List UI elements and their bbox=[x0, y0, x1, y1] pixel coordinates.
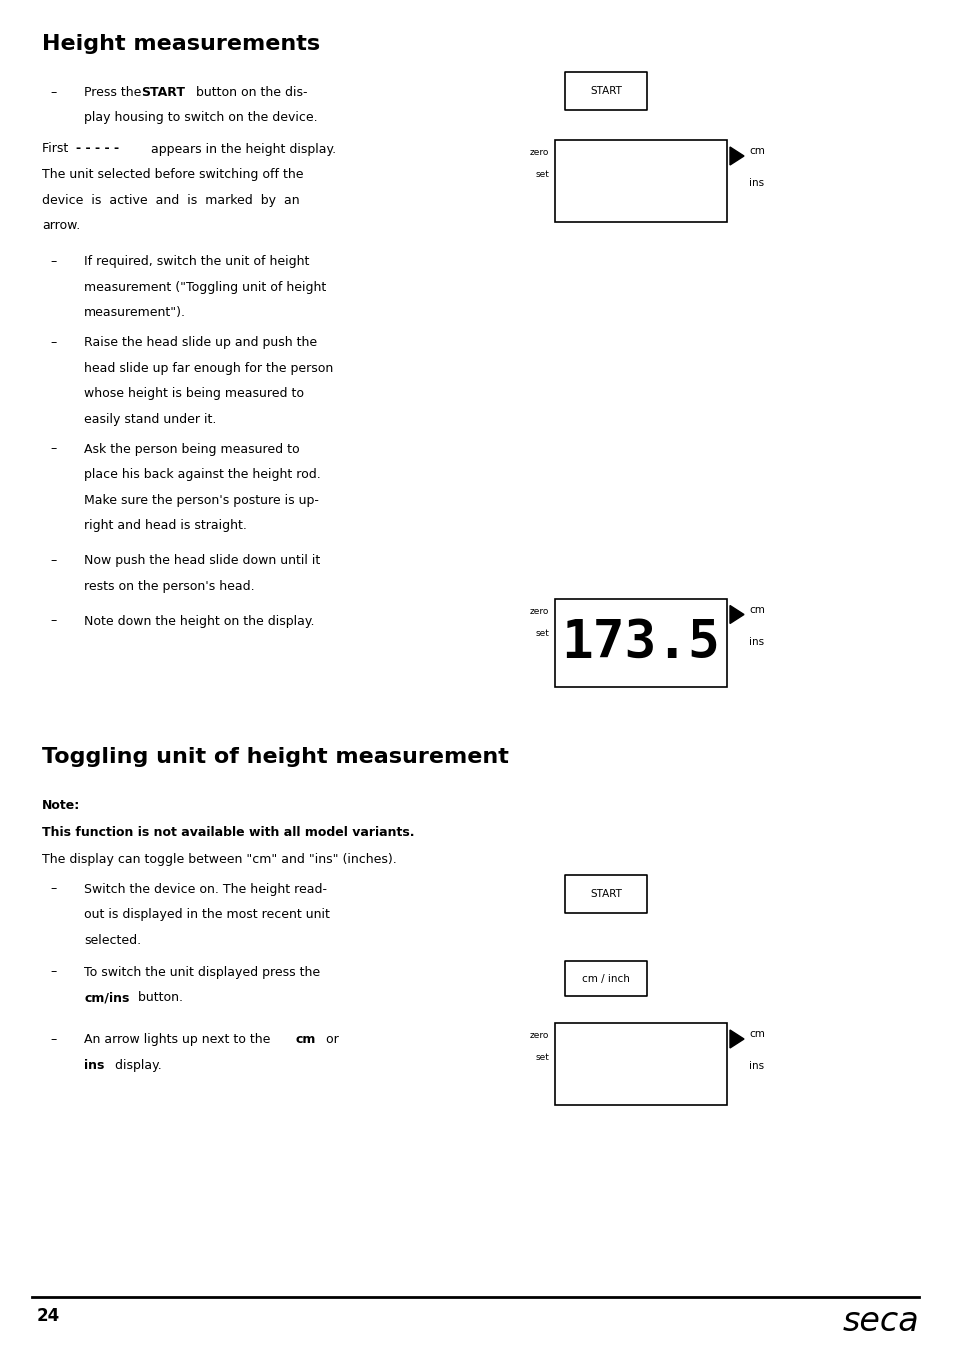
Text: The unit selected before switching off the: The unit selected before switching off t… bbox=[42, 168, 303, 181]
Text: This function is not available with all model variants.: This function is not available with all … bbox=[42, 826, 414, 838]
Polygon shape bbox=[729, 606, 743, 623]
Bar bbox=[564, 875, 646, 913]
Text: rests on the person's head.: rests on the person's head. bbox=[84, 580, 254, 592]
Bar bbox=[555, 141, 726, 222]
Text: - - - - -: - - - - - bbox=[76, 142, 119, 155]
Text: zero: zero bbox=[529, 1032, 548, 1040]
Text: –: – bbox=[50, 1033, 56, 1046]
Text: set: set bbox=[535, 629, 548, 638]
Text: Make sure the person's posture is up-: Make sure the person's posture is up- bbox=[84, 493, 318, 507]
Text: button.: button. bbox=[133, 991, 183, 1005]
Text: –: – bbox=[50, 615, 56, 627]
Text: Press the: Press the bbox=[84, 87, 145, 99]
Text: Height measurements: Height measurements bbox=[42, 34, 320, 54]
Text: button on the dis-: button on the dis- bbox=[192, 87, 307, 99]
Text: easily stand under it.: easily stand under it. bbox=[84, 412, 216, 426]
Text: Note down the height on the display.: Note down the height on the display. bbox=[84, 615, 314, 627]
Text: seca: seca bbox=[841, 1305, 918, 1338]
Text: measurement ("Toggling unit of height: measurement ("Toggling unit of height bbox=[84, 280, 326, 293]
Text: ins: ins bbox=[748, 1061, 763, 1071]
Text: whose height is being measured to: whose height is being measured to bbox=[84, 387, 304, 400]
Text: ins: ins bbox=[748, 178, 763, 188]
Bar bbox=[564, 72, 646, 110]
Text: First: First bbox=[42, 142, 72, 155]
Text: cm: cm bbox=[295, 1033, 316, 1046]
Polygon shape bbox=[729, 147, 743, 165]
Text: zero: zero bbox=[529, 607, 548, 615]
Text: –: – bbox=[50, 883, 56, 895]
Text: START: START bbox=[141, 87, 185, 99]
Text: right and head is straight.: right and head is straight. bbox=[84, 519, 247, 531]
Text: –: – bbox=[50, 87, 56, 99]
Text: cm: cm bbox=[748, 146, 764, 155]
Text: Note:: Note: bbox=[42, 799, 80, 811]
Text: Switch the device on. The height read-: Switch the device on. The height read- bbox=[84, 883, 327, 895]
Text: set: set bbox=[535, 1053, 548, 1063]
Text: Toggling unit of height measurement: Toggling unit of height measurement bbox=[42, 746, 508, 767]
Text: An arrow lights up next to the: An arrow lights up next to the bbox=[84, 1033, 274, 1046]
Text: START: START bbox=[590, 890, 621, 899]
Text: cm / inch: cm / inch bbox=[581, 973, 629, 983]
Text: 24: 24 bbox=[37, 1307, 60, 1325]
Text: selected.: selected. bbox=[84, 933, 141, 946]
Text: appears in the height display.: appears in the height display. bbox=[147, 142, 335, 155]
Text: measurement").: measurement"). bbox=[84, 306, 186, 319]
Text: –: – bbox=[50, 965, 56, 979]
Text: display.: display. bbox=[111, 1059, 161, 1072]
Text: –: – bbox=[50, 442, 56, 456]
Polygon shape bbox=[729, 1030, 743, 1048]
Text: out is displayed in the most recent unit: out is displayed in the most recent unit bbox=[84, 909, 330, 921]
Text: ins: ins bbox=[748, 637, 763, 646]
Text: device  is  active  and  is  marked  by  an: device is active and is marked by an bbox=[42, 193, 299, 207]
Text: place his back against the height rod.: place his back against the height rod. bbox=[84, 468, 320, 481]
Text: –: – bbox=[50, 554, 56, 566]
Text: If required, switch the unit of height: If required, switch the unit of height bbox=[84, 256, 309, 268]
Text: cm/ins: cm/ins bbox=[84, 991, 130, 1005]
Text: –: – bbox=[50, 256, 56, 268]
Text: zero: zero bbox=[529, 147, 548, 157]
Text: head slide up far enough for the person: head slide up far enough for the person bbox=[84, 361, 333, 375]
Text: Raise the head slide up and push the: Raise the head slide up and push the bbox=[84, 337, 316, 349]
Text: arrow.: arrow. bbox=[42, 219, 80, 233]
Bar bbox=[564, 961, 646, 996]
Text: cm: cm bbox=[748, 1029, 764, 1038]
Bar bbox=[555, 599, 726, 687]
Text: Now push the head slide down until it: Now push the head slide down until it bbox=[84, 554, 320, 566]
Bar bbox=[555, 1023, 726, 1105]
Text: Ask the person being measured to: Ask the person being measured to bbox=[84, 442, 299, 456]
Text: –: – bbox=[50, 337, 56, 349]
Text: To switch the unit displayed press the: To switch the unit displayed press the bbox=[84, 965, 320, 979]
Text: set: set bbox=[535, 170, 548, 178]
Text: or: or bbox=[322, 1033, 338, 1046]
Text: cm: cm bbox=[748, 604, 764, 615]
Text: ins: ins bbox=[84, 1059, 104, 1072]
Text: 173.5: 173.5 bbox=[561, 617, 720, 668]
Text: START: START bbox=[590, 87, 621, 96]
Text: The display can toggle between "cm" and "ins" (inches).: The display can toggle between "cm" and … bbox=[42, 853, 396, 865]
Text: play housing to switch on the device.: play housing to switch on the device. bbox=[84, 111, 317, 124]
